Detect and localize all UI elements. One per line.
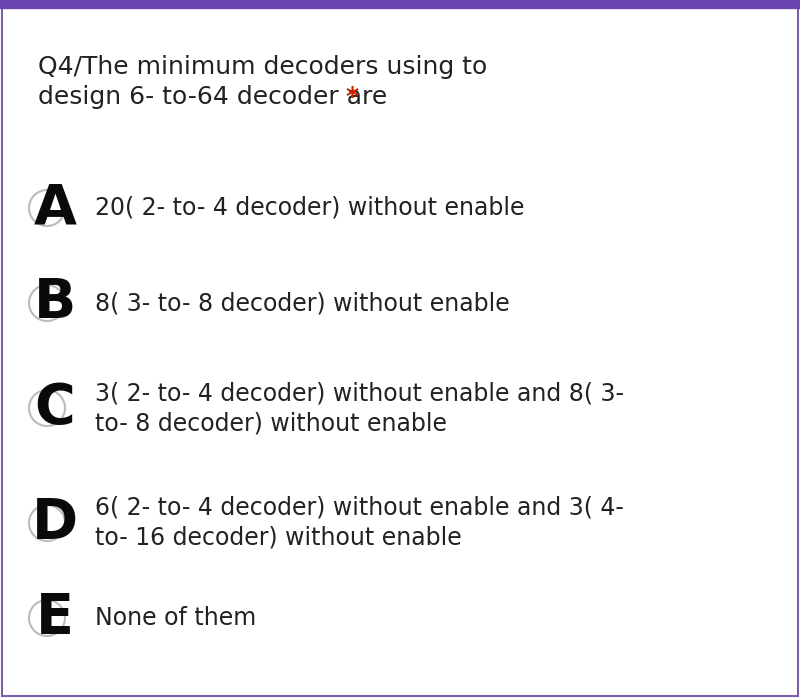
Text: B: B [34, 276, 76, 330]
Text: 8( 3- to- 8 decoder) without enable: 8( 3- to- 8 decoder) without enable [95, 291, 510, 315]
Text: design 6- to-64 decoder are: design 6- to-64 decoder are [38, 85, 395, 109]
Text: to- 8 decoder) without enable: to- 8 decoder) without enable [95, 411, 447, 435]
Text: A: A [34, 181, 77, 235]
Bar [0, 0, 800, 8]
Text: 20( 2- to- 4 decoder) without enable: 20( 2- to- 4 decoder) without enable [95, 196, 525, 220]
Text: E: E [36, 591, 74, 645]
Text: C: C [34, 381, 75, 435]
Text: to- 16 decoder) without enable: to- 16 decoder) without enable [95, 526, 462, 550]
Text: Q4/The minimum decoders using to: Q4/The minimum decoders using to [38, 55, 487, 79]
Text: 6( 2- to- 4 decoder) without enable and 3( 4-: 6( 2- to- 4 decoder) without enable and … [95, 496, 624, 520]
Text: 3( 2- to- 4 decoder) without enable and 8( 3-: 3( 2- to- 4 decoder) without enable and … [95, 381, 624, 405]
Text: None of them: None of them [95, 606, 256, 630]
Text: *: * [345, 85, 358, 109]
Text: D: D [32, 496, 78, 550]
